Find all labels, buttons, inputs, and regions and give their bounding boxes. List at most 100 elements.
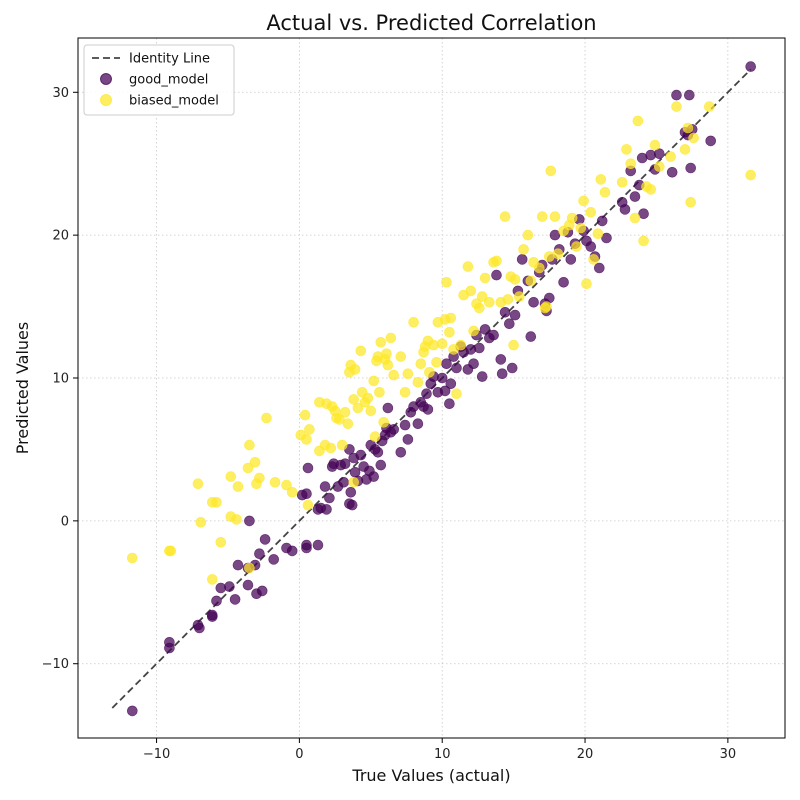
- data-point: [224, 581, 235, 592]
- data-point: [256, 585, 268, 597]
- data-point: [495, 354, 507, 365]
- data-point: [348, 394, 360, 405]
- data-point: [362, 392, 374, 404]
- data-point: [412, 418, 424, 430]
- data-point: [705, 135, 717, 147]
- data-point: [339, 406, 351, 418]
- y-axis-label: Predicted Values: [13, 322, 32, 454]
- data-point: [585, 207, 597, 218]
- y-tick-label: −10: [42, 657, 69, 672]
- data-point: [476, 291, 488, 302]
- data-point: [638, 235, 649, 247]
- data-point: [601, 232, 612, 244]
- data-point: [302, 462, 314, 474]
- data-point: [301, 542, 312, 554]
- data-point: [319, 481, 331, 492]
- data-point: [304, 424, 315, 435]
- data-point: [368, 471, 380, 482]
- data-point: [665, 151, 677, 162]
- data-point: [509, 309, 521, 321]
- data-point: [372, 446, 384, 458]
- data-point: [302, 499, 314, 511]
- data-point: [369, 431, 381, 442]
- legend-label: good_model: [129, 73, 208, 88]
- chart-title: Actual vs. Predicted Correlation: [266, 11, 596, 35]
- data-point: [516, 254, 528, 265]
- data-point: [399, 419, 411, 431]
- data-point: [385, 332, 397, 344]
- data-point: [533, 262, 545, 274]
- data-point: [225, 471, 237, 482]
- x-tick-label: 10: [434, 747, 451, 762]
- data-point: [374, 386, 385, 398]
- data-point: [585, 241, 597, 252]
- data-point: [231, 514, 242, 525]
- data-point: [638, 208, 649, 219]
- data-point: [445, 378, 457, 390]
- data-point: [468, 325, 479, 337]
- data-point: [468, 358, 479, 370]
- data-point: [581, 278, 592, 290]
- data-point: [242, 579, 254, 591]
- data-point: [588, 254, 599, 265]
- data-point: [685, 162, 697, 174]
- data-point: [127, 552, 138, 564]
- x-tick-label: 0: [295, 747, 303, 762]
- legend-box: [83, 44, 235, 116]
- series-biased_model: [127, 101, 757, 585]
- data-point: [479, 272, 491, 284]
- data-point: [424, 366, 435, 378]
- data-point: [595, 174, 607, 185]
- data-point: [207, 574, 218, 585]
- data-point: [286, 545, 298, 557]
- data-point: [352, 402, 364, 414]
- data-point: [679, 144, 691, 155]
- data-point: [244, 439, 255, 451]
- data-point: [249, 456, 261, 468]
- data-point: [254, 548, 265, 560]
- data-point: [444, 398, 455, 410]
- data-point: [441, 276, 452, 288]
- data-point: [745, 61, 757, 72]
- data-point: [412, 376, 424, 388]
- data-point: [552, 248, 564, 259]
- data-point: [536, 211, 548, 222]
- data-point: [571, 241, 582, 252]
- data-point: [346, 499, 358, 511]
- legend-marker: [100, 94, 112, 106]
- data-point: [629, 191, 641, 202]
- data-point: [192, 478, 204, 490]
- data-point: [229, 594, 241, 605]
- data-point: [503, 318, 515, 330]
- data-point: [703, 101, 715, 112]
- data-point: [402, 434, 414, 445]
- data-point: [508, 339, 519, 351]
- data-point: [653, 148, 665, 159]
- data-point: [194, 622, 205, 634]
- data-point: [506, 362, 518, 374]
- data-point: [593, 262, 605, 274]
- data-point: [499, 211, 511, 222]
- data-point: [336, 439, 348, 451]
- data-point: [232, 481, 244, 492]
- data-point: [558, 276, 569, 288]
- data-point: [242, 462, 254, 474]
- data-point: [671, 89, 682, 101]
- data-point: [479, 324, 491, 335]
- data-point: [348, 476, 360, 488]
- data-point: [596, 215, 608, 227]
- x-tick-label: 30: [720, 747, 737, 762]
- data-point: [431, 356, 442, 368]
- data-point: [439, 385, 451, 397]
- data-point: [455, 339, 467, 351]
- data-point: [338, 476, 350, 488]
- data-point: [625, 158, 637, 169]
- legend-marker: [100, 73, 112, 85]
- legend-label: biased_model: [129, 94, 219, 109]
- data-point: [345, 486, 357, 498]
- data-point: [688, 132, 699, 144]
- data-point: [281, 479, 292, 491]
- data-point: [462, 261, 474, 272]
- data-point: [653, 161, 665, 172]
- data-point: [127, 705, 138, 717]
